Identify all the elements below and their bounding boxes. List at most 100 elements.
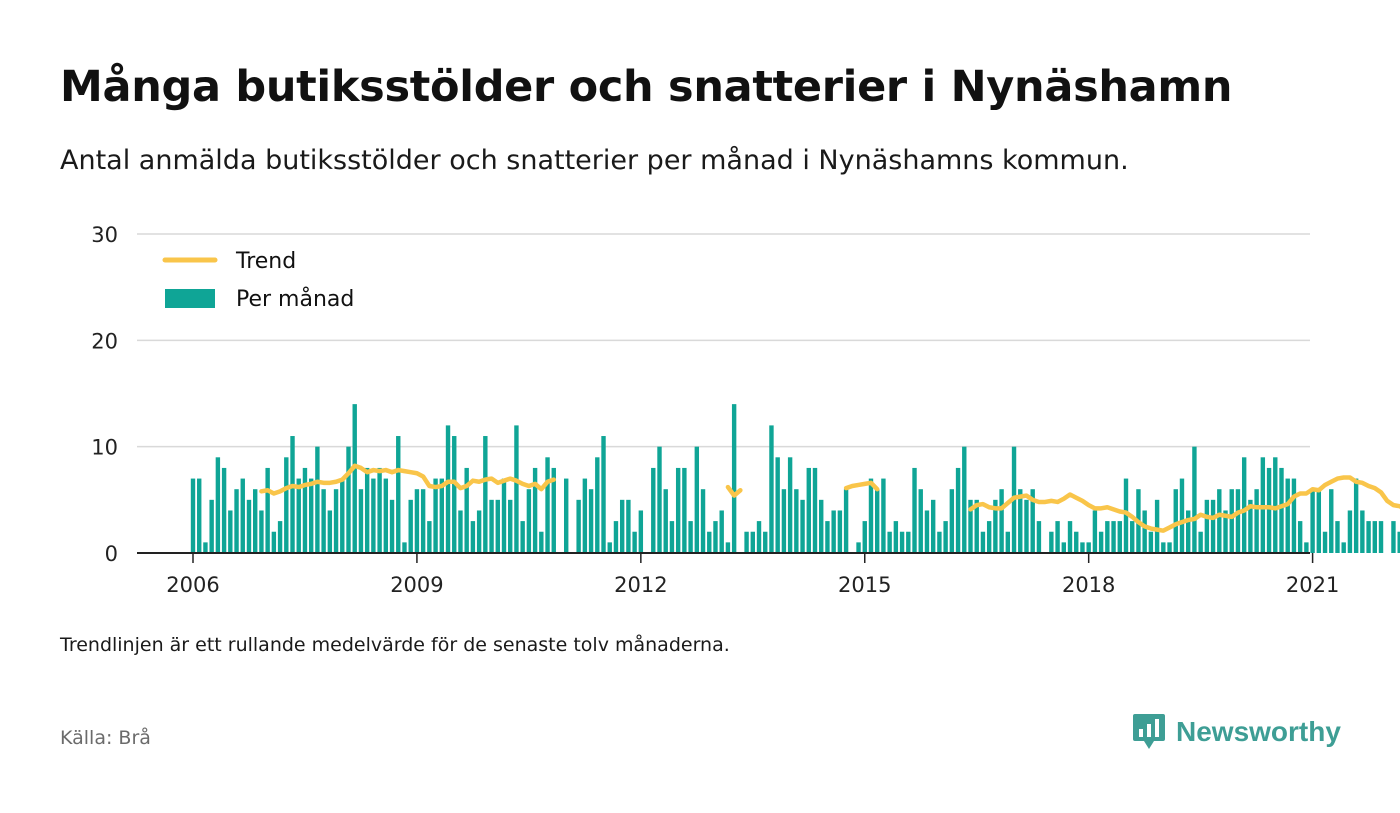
bar: [458, 510, 463, 553]
bar: [209, 499, 214, 553]
trend-line: [843, 480, 880, 492]
bar: [588, 489, 594, 553]
legend-bar-label: Per månad: [236, 286, 354, 312]
bar: [595, 457, 600, 553]
bar: [1080, 542, 1085, 553]
bar: [1229, 489, 1234, 553]
bar: [327, 510, 333, 553]
bar: [1117, 521, 1122, 553]
bar: [986, 521, 992, 553]
bar: [1235, 489, 1241, 553]
axes: 01020302006200920122015201820212023: [91, 223, 1339, 597]
bar: [197, 478, 202, 553]
bar: [719, 510, 724, 553]
bar: [632, 531, 637, 553]
bar: [1142, 510, 1147, 553]
bar: [1391, 521, 1396, 553]
bar: [1210, 499, 1216, 553]
bar: [1111, 521, 1116, 553]
bar: [340, 478, 345, 553]
grid-lines: [137, 233, 1310, 448]
bar: [420, 489, 426, 553]
bar: [1310, 489, 1315, 553]
bar: [906, 531, 911, 553]
y-tick-label: 0: [105, 542, 118, 566]
source-label: Källa: Brå: [60, 727, 151, 749]
bar: [619, 499, 625, 553]
bar: [483, 436, 488, 553]
bar: [203, 542, 208, 553]
bar: [464, 467, 469, 553]
bar: [1304, 542, 1309, 553]
bar: [495, 499, 500, 553]
bar: [856, 542, 861, 553]
x-tick-label: 2015: [838, 573, 891, 597]
bar: [1186, 510, 1191, 553]
newsworthy-logo-icon: [1133, 714, 1165, 749]
trend-line: [725, 484, 743, 498]
bar: [1005, 531, 1011, 553]
bar: [1167, 542, 1172, 553]
bar: [1018, 489, 1023, 553]
bar: [1204, 499, 1210, 553]
bar: [408, 499, 413, 553]
trend-line: [968, 475, 1400, 533]
bar: [993, 499, 998, 553]
bar: [532, 467, 538, 553]
bar: [1092, 510, 1098, 553]
bar: [1061, 542, 1066, 553]
bar: [427, 521, 432, 553]
bar: [937, 531, 942, 553]
bar: [501, 478, 507, 553]
bar: [396, 436, 401, 553]
bar: [682, 467, 687, 553]
bar: [1254, 489, 1259, 553]
bar: [1024, 499, 1029, 553]
trend-series: [259, 463, 1400, 533]
bar: [545, 457, 550, 553]
y-tick-label: 30: [91, 223, 118, 247]
bar: [1341, 542, 1346, 553]
bar: [308, 478, 314, 553]
bar: [1353, 478, 1359, 553]
brand[interactable]: Newsworthy: [1132, 712, 1341, 752]
bar: [321, 489, 326, 553]
bar: [819, 499, 824, 553]
bar: [613, 521, 619, 553]
bar: [377, 467, 382, 553]
bar: [968, 499, 973, 553]
bar: [694, 446, 700, 553]
bar: [955, 467, 961, 553]
bar: [657, 446, 662, 553]
bar: [476, 510, 482, 553]
bar: [949, 489, 955, 553]
bar: [402, 542, 407, 553]
bar: [290, 436, 295, 553]
bar: [271, 531, 277, 553]
bar: [769, 425, 774, 553]
bar: [1098, 531, 1104, 553]
bar: [1074, 531, 1079, 553]
bar: [756, 521, 762, 553]
bar: [775, 457, 780, 553]
bar: [1055, 521, 1060, 553]
trend-line: [259, 463, 557, 496]
bar: [862, 521, 867, 553]
bar: [1372, 521, 1377, 553]
bar: [277, 521, 283, 553]
bar: [1316, 489, 1322, 553]
bar: [1335, 521, 1340, 553]
bar: [1173, 489, 1178, 553]
bar: [1179, 478, 1185, 553]
x-tick-label: 2012: [614, 573, 667, 597]
bar: [731, 404, 737, 553]
bar: [688, 521, 693, 553]
bar: [358, 489, 364, 553]
bar: [1322, 531, 1328, 553]
bar: [302, 467, 308, 553]
bar: [228, 510, 233, 553]
bar: [980, 531, 986, 553]
bar: [893, 521, 899, 553]
bar: [899, 531, 905, 553]
bar: [433, 478, 438, 553]
